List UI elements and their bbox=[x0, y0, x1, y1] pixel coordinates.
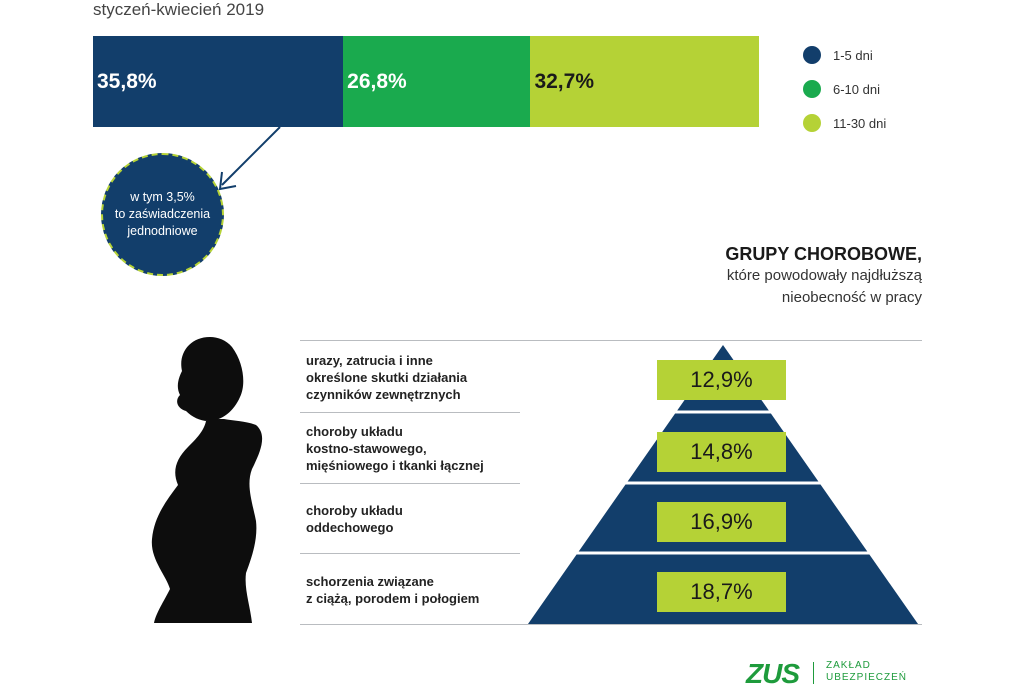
bar-segment-2: 26,8% bbox=[343, 36, 531, 127]
disease-group-label-line: mięśniowego i tkanki łącznej bbox=[306, 458, 484, 473]
percentage-value-box: 18,7% bbox=[657, 572, 786, 612]
disease-group-label: schorzenia związane z ciążą, porodem i po… bbox=[306, 573, 479, 607]
bar-segment-1: 35,8% bbox=[93, 36, 344, 127]
disease-group-label-line: urazy, zatrucia i inne bbox=[306, 352, 433, 368]
percentage-value-box: 14,8% bbox=[657, 432, 786, 472]
logo-separator bbox=[813, 662, 814, 684]
legend-label: 6-10 dni bbox=[833, 81, 880, 97]
disease-group-label: choroby układu oddechowego bbox=[306, 502, 403, 536]
legend-swatch bbox=[803, 46, 821, 64]
groups-subtitle-2: nieobecność w pracy bbox=[781, 289, 922, 306]
logo-mark: ZUS bbox=[746, 658, 800, 689]
percentage-value-box: 12,9% bbox=[657, 360, 786, 400]
callout-line-2: to zaświadczenia bbox=[114, 207, 211, 221]
legend-item: 6-10 dni bbox=[803, 72, 886, 106]
callout-line-3: jednodniowe bbox=[127, 224, 198, 238]
disease-group-label-line: choroby układu bbox=[306, 424, 403, 439]
legend: 1-5 dni 6-10 dni 11-30 dni bbox=[803, 38, 886, 140]
groups-heading: GRUPY CHOROBOWE, bbox=[725, 244, 922, 264]
legend-item: 11-30 dni bbox=[803, 106, 886, 140]
disease-group-label-line: czynników zewnętrznych bbox=[306, 386, 461, 402]
groups-subtitle-1: które powodowały najdłuższą bbox=[726, 267, 922, 284]
period-subtitle: styczeń-kwiecień 2019 bbox=[93, 0, 265, 19]
disease-group-label-line: schorzenia związane bbox=[306, 573, 434, 589]
table-row: choroby układu kostno-stawowego, mięśniowe… bbox=[300, 412, 922, 484]
legend-label: 1-5 dni bbox=[833, 47, 873, 63]
percentage-value-box: 16,9% bbox=[657, 502, 786, 542]
legend-swatch bbox=[803, 80, 821, 98]
bar-segment-label: 35,8% bbox=[97, 69, 157, 93]
legend-swatch bbox=[803, 114, 821, 132]
table-bottom-rule bbox=[300, 624, 922, 625]
pregnant-woman-silhouette-icon bbox=[151, 337, 263, 623]
table-row: urazy, zatrucia i inne określone skutki d… bbox=[300, 340, 922, 413]
disease-group-label-line: określone skutki działania bbox=[306, 369, 468, 385]
groups-title: GRUPY CHOROBOWE, które powodowały najdłu… bbox=[725, 244, 922, 309]
stacked-bar: 35,8% 26,8% 32,7% bbox=[93, 36, 759, 127]
disease-group-label: choroby układu kostno-stawowego, mięśniowe… bbox=[306, 423, 484, 474]
logo-text: ZAKŁAD UBEZPIECZEŃ bbox=[826, 660, 907, 684]
callout-circle: w tym 3,5% to zaświadczenia jednodniowe bbox=[101, 153, 224, 276]
legend-item: 1-5 dni bbox=[803, 38, 886, 72]
disease-group-label: urazy, zatrucia i inne określone skutki d… bbox=[306, 352, 467, 403]
callout-line-1: w tym 3,5% bbox=[130, 190, 195, 204]
bar-segment-3: 32,7% bbox=[530, 36, 759, 127]
disease-group-label-line: kostno-stawowego, bbox=[306, 441, 427, 456]
bar-segment-label: 32,7% bbox=[534, 69, 594, 93]
logo-text-line-1: ZAKŁAD bbox=[826, 660, 871, 671]
disease-group-label-line: z ciążą, porodem i połogiem bbox=[306, 590, 480, 606]
logo-text-line-2: UBEZPIECZEŃ bbox=[826, 672, 908, 683]
disease-group-label-line: oddechowego bbox=[306, 520, 394, 535]
zus-logo: ZUS ZAKŁAD UBEZPIECZEŃ bbox=[746, 660, 907, 688]
bar-segment-label: 26,8% bbox=[347, 69, 407, 93]
disease-group-label-line: choroby układu bbox=[306, 503, 403, 518]
legend-label: 11-30 dni bbox=[833, 115, 887, 131]
